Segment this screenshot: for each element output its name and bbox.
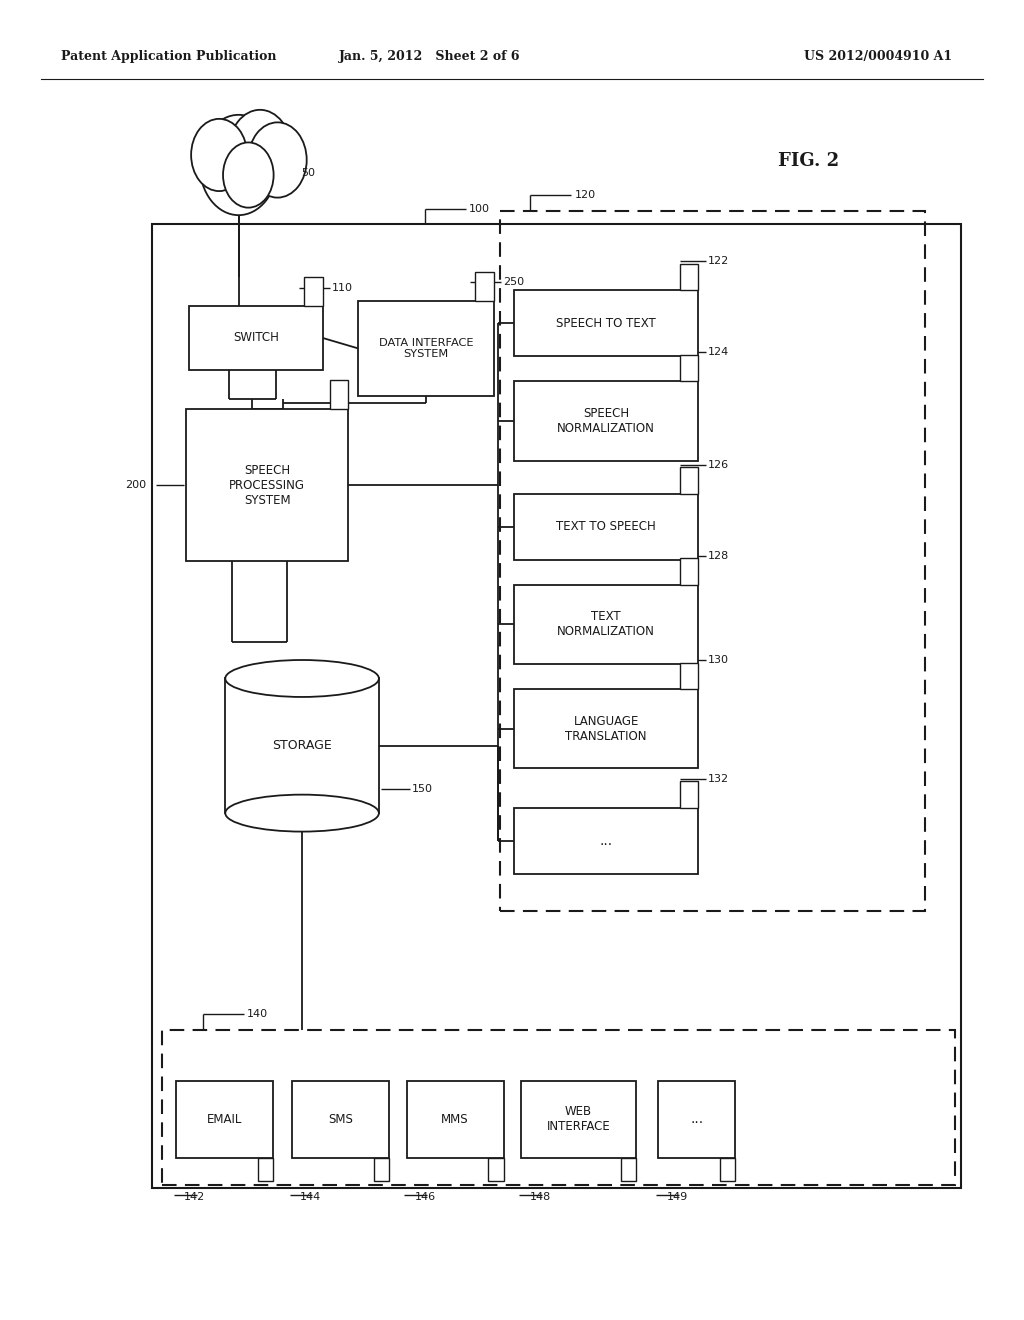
Text: SPEECH
PROCESSING
SYSTEM: SPEECH PROCESSING SYSTEM — [229, 463, 305, 507]
Text: Jan. 5, 2012   Sheet 2 of 6: Jan. 5, 2012 Sheet 2 of 6 — [339, 50, 521, 63]
FancyBboxPatch shape — [680, 355, 698, 381]
Text: 142: 142 — [184, 1192, 206, 1203]
Text: 132: 132 — [708, 774, 729, 784]
Text: LANGUAGE
TRANSLATION: LANGUAGE TRANSLATION — [565, 714, 647, 743]
FancyBboxPatch shape — [292, 1081, 389, 1158]
Text: FIG. 2: FIG. 2 — [778, 152, 840, 170]
Text: MMS: MMS — [441, 1113, 469, 1126]
Text: 120: 120 — [574, 190, 596, 201]
Text: 50: 50 — [301, 168, 315, 178]
FancyBboxPatch shape — [521, 1081, 636, 1158]
Text: WEB
INTERFACE: WEB INTERFACE — [547, 1105, 610, 1134]
Text: 100: 100 — [469, 203, 490, 214]
Text: SMS: SMS — [328, 1113, 353, 1126]
FancyBboxPatch shape — [514, 381, 698, 461]
Text: STORAGE: STORAGE — [272, 739, 332, 752]
Text: 130: 130 — [708, 655, 729, 665]
FancyBboxPatch shape — [514, 585, 698, 664]
Text: 149: 149 — [667, 1192, 688, 1203]
FancyBboxPatch shape — [258, 1158, 273, 1181]
Text: 200: 200 — [125, 480, 146, 490]
Circle shape — [223, 143, 273, 207]
Text: 126: 126 — [708, 459, 729, 470]
FancyBboxPatch shape — [621, 1158, 636, 1181]
Text: 122: 122 — [708, 256, 729, 267]
FancyBboxPatch shape — [330, 380, 348, 409]
Ellipse shape — [225, 795, 379, 832]
Text: SPEECH
NORMALIZATION: SPEECH NORMALIZATION — [557, 407, 655, 436]
FancyBboxPatch shape — [407, 1081, 504, 1158]
Bar — [225, 678, 379, 813]
Text: 250: 250 — [503, 277, 524, 288]
Text: EMAIL: EMAIL — [207, 1113, 243, 1126]
Text: SWITCH: SWITCH — [233, 331, 279, 345]
FancyBboxPatch shape — [488, 1158, 504, 1181]
Text: TEXT TO SPEECH: TEXT TO SPEECH — [556, 520, 656, 533]
FancyBboxPatch shape — [514, 494, 698, 560]
Text: 128: 128 — [708, 550, 729, 561]
FancyBboxPatch shape — [514, 689, 698, 768]
Circle shape — [200, 115, 278, 215]
Text: US 2012/0004910 A1: US 2012/0004910 A1 — [804, 50, 952, 63]
FancyBboxPatch shape — [680, 264, 698, 290]
FancyBboxPatch shape — [358, 301, 494, 396]
FancyBboxPatch shape — [176, 1081, 273, 1158]
FancyBboxPatch shape — [304, 277, 323, 306]
Text: 144: 144 — [300, 1192, 322, 1203]
Text: 146: 146 — [415, 1192, 436, 1203]
FancyBboxPatch shape — [189, 306, 323, 370]
FancyBboxPatch shape — [720, 1158, 735, 1181]
Circle shape — [191, 119, 247, 191]
FancyBboxPatch shape — [680, 663, 698, 689]
Text: 150: 150 — [412, 784, 433, 793]
FancyBboxPatch shape — [658, 1081, 735, 1158]
Text: SPEECH TO TEXT: SPEECH TO TEXT — [556, 317, 656, 330]
Circle shape — [249, 123, 307, 198]
Circle shape — [229, 110, 291, 190]
FancyBboxPatch shape — [680, 781, 698, 808]
Text: 140: 140 — [247, 1008, 268, 1019]
Text: TEXT
NORMALIZATION: TEXT NORMALIZATION — [557, 610, 655, 639]
Text: ...: ... — [600, 834, 612, 847]
Text: 148: 148 — [529, 1192, 551, 1203]
Text: 110: 110 — [332, 282, 353, 293]
FancyBboxPatch shape — [680, 467, 698, 494]
Text: ...: ... — [690, 1113, 703, 1126]
Ellipse shape — [225, 660, 379, 697]
FancyBboxPatch shape — [475, 272, 494, 301]
FancyBboxPatch shape — [514, 290, 698, 356]
Text: 124: 124 — [708, 347, 729, 358]
Text: Patent Application Publication: Patent Application Publication — [61, 50, 276, 63]
Text: DATA INTERFACE
SYSTEM: DATA INTERFACE SYSTEM — [379, 338, 473, 359]
FancyBboxPatch shape — [514, 808, 698, 874]
FancyBboxPatch shape — [186, 409, 348, 561]
FancyBboxPatch shape — [680, 558, 698, 585]
FancyBboxPatch shape — [374, 1158, 389, 1181]
